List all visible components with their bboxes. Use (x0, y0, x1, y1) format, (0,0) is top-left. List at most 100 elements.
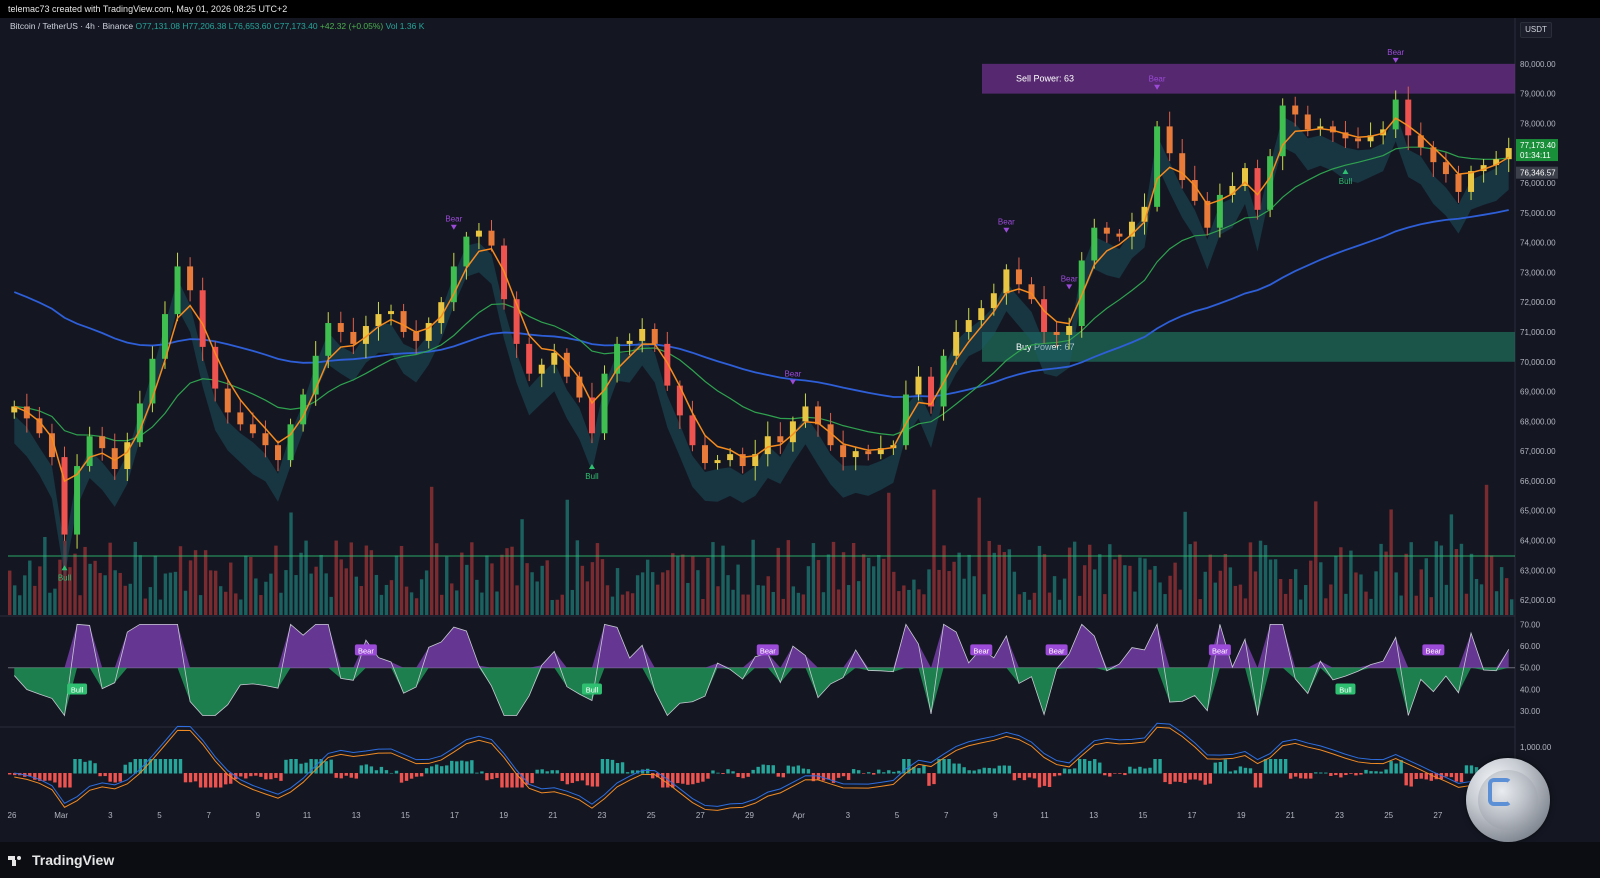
volume-bar (500, 554, 504, 615)
price-tick-label: 80,000.00 (1520, 60, 1556, 69)
volume-bar (495, 591, 499, 615)
power-zone-label: Sell Power: 63 (1016, 74, 1074, 84)
macd-histogram-bar (1304, 773, 1308, 779)
time-tick-label: 21 (1286, 811, 1295, 820)
time-tick-label: Mar (54, 811, 68, 820)
tradingview-logo[interactable]: TradingView (8, 852, 114, 868)
volume-bar (545, 560, 549, 615)
volume-bar (1248, 542, 1253, 615)
candle-body (99, 436, 106, 449)
symbol-name[interactable]: Bitcoin / TetherUS · 4h · Binance (10, 21, 134, 31)
time-tick-label: 17 (450, 811, 459, 820)
volume-bar (1319, 562, 1323, 615)
macd-histogram-bar (1103, 773, 1107, 776)
candle-body (275, 445, 282, 461)
volume-bar (369, 550, 374, 615)
macd-histogram-bar (1399, 760, 1403, 774)
volume-bar (696, 570, 700, 615)
volume-bar (1158, 582, 1162, 615)
candle-body (450, 266, 457, 303)
volume-bar (1223, 553, 1228, 615)
macd-histogram-bar (53, 773, 57, 783)
volume-bar (892, 571, 896, 615)
macd-histogram-bar (676, 773, 680, 784)
volume-bar (1449, 514, 1454, 615)
macd-histogram-bar (1459, 773, 1464, 783)
macd-histogram-bar (796, 765, 801, 774)
macd-histogram-bar (163, 759, 168, 774)
macd-signal-line (14, 726, 1509, 811)
volume-bar (846, 585, 851, 615)
candle-body (588, 397, 595, 434)
macd-histogram-bar (932, 773, 936, 785)
macd-histogram-bar (319, 759, 323, 774)
volume-bar (1309, 560, 1313, 615)
volume-bar (1138, 557, 1142, 615)
volume-bar (791, 586, 796, 615)
currency-selector[interactable]: USDT (1520, 22, 1552, 38)
time-tick-label: 5 (895, 811, 900, 820)
volume-bar (781, 598, 785, 615)
price-tick-label: 74,000.00 (1520, 239, 1556, 248)
volume-bar (339, 559, 343, 615)
volume-bar (726, 575, 730, 615)
volume-bar (826, 554, 831, 615)
macd-histogram-bar (264, 773, 268, 780)
candle-body (1179, 153, 1186, 181)
time-tick-label: 21 (548, 811, 557, 820)
macd-histogram-bar (128, 762, 132, 774)
macd-histogram-bar (445, 765, 449, 774)
macd-histogram-bar (455, 761, 459, 774)
macd-histogram-bar (1208, 773, 1212, 784)
candle-body (1468, 171, 1475, 192)
time-tick-label: 7 (206, 811, 211, 820)
time-tick-label: 23 (1335, 811, 1344, 820)
time-tick-label: 26 (8, 811, 17, 820)
macd-histogram-bar (33, 773, 37, 780)
volume-bar (510, 546, 514, 615)
macd-histogram-bar (866, 772, 871, 774)
volume-bar (254, 578, 258, 615)
macd-histogram-bar (495, 773, 499, 778)
bear-signal-label: Bear (1387, 48, 1404, 57)
volume-bar (434, 543, 439, 615)
macd-histogram-bar (148, 759, 153, 774)
change-value: +42.32 (+0.05%) (319, 21, 384, 31)
volume-bar (570, 589, 575, 615)
macd-histogram-bar (766, 765, 770, 774)
price-chart[interactable]: 80,000.0079,000.0078,000.0077,000.0076,0… (0, 0, 1600, 842)
brand-name: TradingView (32, 852, 115, 868)
candle-body (1166, 126, 1173, 154)
bull-signal-label: Bull (58, 573, 72, 582)
macd-histogram-bar (279, 773, 283, 781)
volume-bar (465, 564, 469, 615)
volume-bar (344, 568, 348, 615)
volume-bar (133, 541, 137, 615)
volume-bar (33, 585, 37, 615)
macd-histogram-bar (1238, 766, 1243, 774)
macd-histogram-bar (98, 773, 102, 777)
time-tick-label: 7 (944, 811, 949, 820)
volume-bar (706, 557, 710, 615)
time-tick-label: 11 (303, 811, 312, 820)
macd-histogram-bar (841, 773, 846, 777)
macd-histogram-bar (153, 759, 158, 774)
macd-histogram-bar (374, 770, 379, 774)
macd-histogram-bar (1298, 773, 1303, 779)
volume-bar (13, 585, 17, 615)
volume-bar (1364, 591, 1368, 615)
volume-bar (1007, 549, 1012, 615)
volume-bar (299, 552, 303, 615)
macd-histogram-bar (224, 773, 228, 785)
volume-bar (831, 541, 836, 615)
macd-histogram-bar (861, 773, 866, 774)
volume-bar (1017, 594, 1022, 615)
macd-histogram-bar (1384, 769, 1388, 774)
macd-histogram-bar (706, 773, 710, 779)
price-tick-label: 69,000.00 (1520, 388, 1556, 397)
volume-bar (1233, 585, 1238, 615)
macd-histogram-bar (1404, 773, 1408, 786)
macd-histogram-bar (1319, 772, 1323, 774)
volume-bar (756, 585, 760, 615)
volume-bar (1293, 569, 1298, 615)
